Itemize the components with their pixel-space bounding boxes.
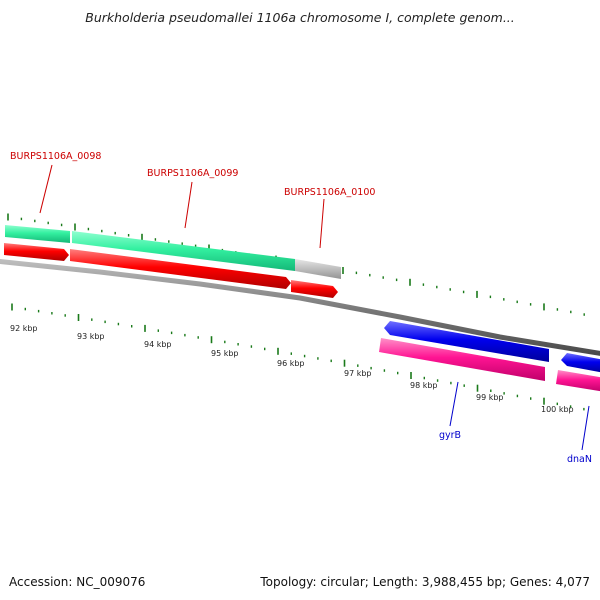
gene-label-dnan[interactable]: dnaN [567,454,592,465]
genome-summary-text: Topology: circular; Length: 3,988,455 bp… [259,575,590,589]
leader-line-gyrb [449,381,459,427]
leader-line-0099 [184,181,193,229]
map-title: Burkholderia pseudomallei 1106a chromoso… [85,10,515,25]
ruler-label: 92 kbp [10,324,38,333]
gene-feature-dnan[interactable] [556,370,600,392]
top-cds-track [4,243,338,298]
ruler-labels: 92 kbp 93 kbp 94 kbp 95 kbp 96 kbp 97 kb… [10,324,574,414]
gene-label-0098[interactable]: BURPS1106A_0098 [10,151,101,162]
gene-feature-gyrb[interactable] [379,338,545,381]
gene-feature-0100[interactable] [295,259,341,279]
accession-text: Accession: NC_009076 [9,575,145,589]
ruler-label: 93 kbp [77,332,105,341]
top-gene-track [5,225,341,279]
bottom-cds-track [384,321,600,373]
ruler-label: 98 kbp [410,381,438,390]
label-leader-lines [39,164,590,451]
ruler-label: 94 kbp [144,340,172,349]
cds-arrow-0098[interactable] [4,243,69,261]
ruler-label: 100 kbp [541,405,574,414]
cds-arrow-0099[interactable] [70,249,291,289]
gene-feature-0099[interactable] [72,231,295,271]
chromosome-backbone [0,259,600,356]
cds-arrow-gyrb[interactable] [384,321,549,362]
leader-line-0098 [39,164,53,214]
leader-line-dnan [581,405,590,451]
cds-arrow-dnan[interactable] [561,353,600,373]
gene-label-0099[interactable]: BURPS1106A_0099 [147,168,238,179]
ruler-label: 96 kbp [277,359,305,368]
leader-line-0100 [319,198,325,249]
gene-label-gyrb[interactable]: gyrB [439,430,461,441]
gene-feature-0098[interactable] [5,225,70,243]
ruler-label: 99 kbp [476,393,504,402]
cds-arrow-0100[interactable] [291,280,338,298]
bottom-gene-track [379,338,600,392]
ruler-label: 95 kbp [211,349,239,358]
ruler-label: 97 kbp [344,369,372,378]
gene-label-0100[interactable]: BURPS1106A_0100 [284,187,375,198]
